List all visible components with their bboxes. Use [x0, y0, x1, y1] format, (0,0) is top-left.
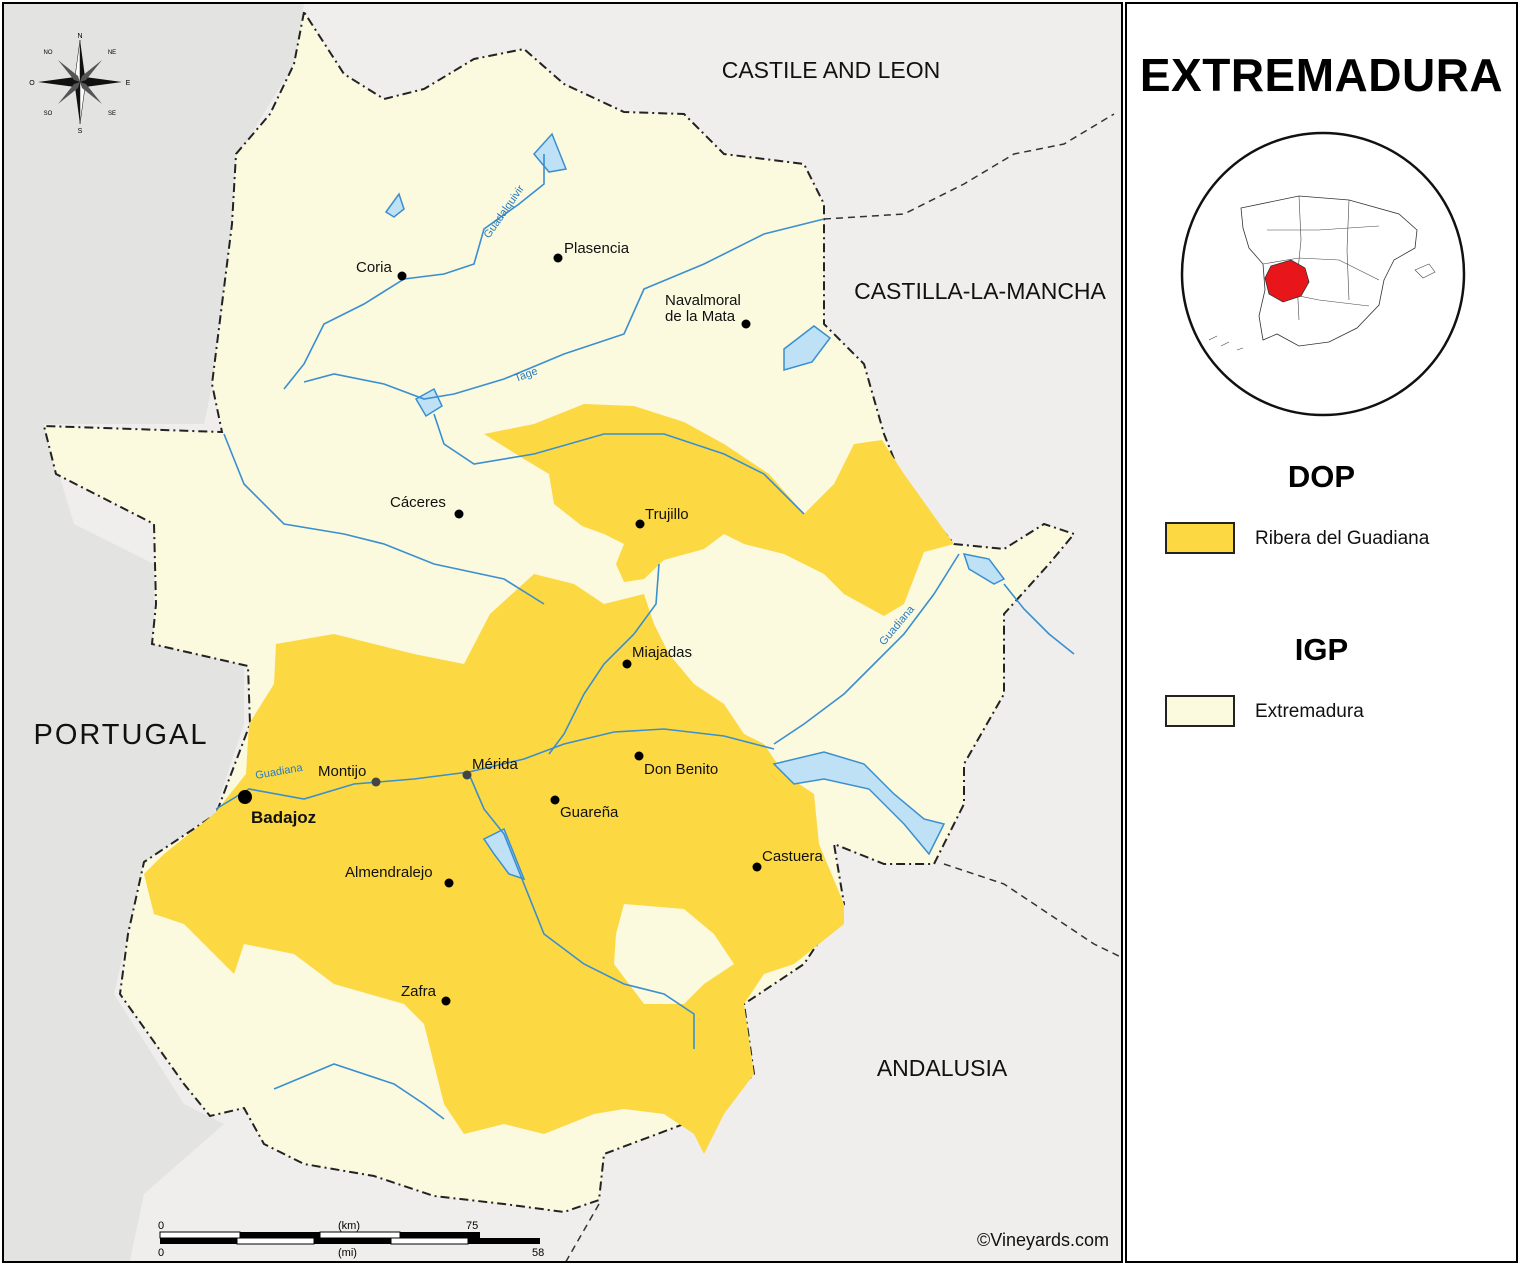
spain-locator-map: [1180, 131, 1466, 417]
reservoir-cijara: [962, 553, 1006, 585]
city-label-trujillo: Trujillo: [645, 506, 689, 523]
reservoir-alcantara: [414, 387, 443, 418]
compass-e: E: [126, 80, 131, 87]
river-guadiana-main: [215, 728, 775, 810]
city-dot-guarena: [550, 795, 560, 805]
city-label-don-benito: Don Benito: [644, 761, 718, 778]
city-label-plasencia: Plasencia: [564, 240, 630, 257]
city-dot-plasencia: [553, 253, 563, 263]
river-southwest: [273, 1063, 445, 1120]
river-north-miajadas: [548, 563, 660, 755]
compass-s: S: [78, 128, 83, 135]
compass-se: SE: [108, 111, 116, 117]
igp-heading: IGP: [1294, 632, 1349, 667]
city-label-navalmoral-1: Navalmoral: [665, 292, 741, 309]
dop-ribera-del-guadiana-area: [144, 404, 954, 1154]
city-dot-montijo: [371, 777, 381, 787]
reservoir-north: [533, 132, 568, 173]
compass-rose: N S E O NE NO SE SO: [29, 33, 130, 135]
scale-mi-start: 0: [158, 1247, 164, 1259]
city-label-merida: Mérida: [472, 756, 519, 773]
river-west: [223, 433, 545, 605]
reservoir-northwest: [384, 192, 405, 218]
rivers: [215, 154, 1075, 1120]
compass-n: N: [77, 33, 82, 40]
scale-km-end: 75: [466, 1220, 478, 1232]
river-zujar: [468, 773, 695, 1049]
compass-so: SO: [44, 111, 53, 117]
reservoir-alange: [482, 827, 526, 881]
city-labels: Coria Plasencia Navalmoral de la Mata Cá…: [251, 240, 824, 1000]
city-dot-caceres: [454, 509, 464, 519]
scale-mi-end: 58: [532, 1247, 544, 1259]
scale-bar: 0 (km) 75 0 (mi) 58: [158, 1220, 544, 1259]
river-guadalquivir: [283, 154, 545, 390]
river-guadiana-upper: [773, 553, 960, 745]
city-dot-coria: [397, 271, 407, 281]
igp-island-southeast: [614, 904, 734, 1004]
border-castile-clm: [823, 113, 1115, 220]
dop-heading: DOP: [1287, 459, 1356, 494]
map-panel: CASTILE AND LEON CASTILLA-LA-MANCHA ANDA…: [2, 2, 1123, 1263]
city-markers: [238, 253, 762, 1006]
region-borders: [565, 113, 1121, 1261]
border-andalusia-west: [565, 1203, 600, 1261]
city-label-badajoz: Badajoz: [251, 808, 316, 827]
map-title: EXTREMADURA: [1139, 49, 1504, 101]
spain-outline: [1240, 195, 1418, 347]
city-dot-navalmoral: [741, 319, 751, 329]
compass-ne: NE: [108, 50, 116, 56]
neighbor-andalusia-label: ANDALUSIA: [877, 1055, 1008, 1081]
city-dot-badajoz: [238, 790, 252, 804]
legend-item-extremadura: Extremadura: [1165, 695, 1505, 731]
scale-km-start: 0: [158, 1220, 164, 1232]
reservoirs: [384, 132, 1006, 881]
neighbor-castile-leon-label: CASTILE AND LEON: [722, 57, 941, 83]
legend-swatch-igp: [1165, 695, 1235, 727]
legend-panel: EXTREMADURA DOP Ribera del Guadiana IGP …: [1125, 2, 1518, 1263]
scale-mi-unit: (mi): [338, 1247, 357, 1259]
city-label-almendralejo: Almendralejo: [345, 864, 433, 881]
reservoir-east: [783, 325, 832, 371]
extremadura-map: CASTILE AND LEON CASTILLA-LA-MANCHA ANDA…: [4, 4, 1121, 1261]
river-cijara-outflow: [1003, 583, 1075, 655]
city-label-montijo: Montijo: [318, 763, 366, 780]
legend-swatch-dop: [1165, 522, 1235, 554]
city-label-zafra: Zafra: [401, 983, 437, 1000]
reservoir-guadiana-east: [772, 751, 946, 856]
copyright-text: ©Vineyards.com: [977, 1230, 1109, 1250]
city-label-navalmoral-2: de la Mata: [665, 308, 736, 325]
city-label-guarena: Guareña: [560, 804, 619, 821]
city-dot-merida: [462, 770, 472, 780]
scale-km-unit: (km): [338, 1220, 360, 1232]
city-dot-castuera: [752, 862, 762, 872]
neighbor-castilla-la-mancha-label: CASTILLA-LA-MANCHA: [854, 278, 1106, 304]
legend-label-igp: Extremadura: [1255, 701, 1364, 722]
city-dot-miajadas: [622, 659, 632, 669]
compass-o: O: [29, 80, 35, 87]
city-label-miajadas: Miajadas: [632, 644, 692, 661]
legend-label-dop: Ribera del Guadiana: [1255, 528, 1430, 549]
legend-item-ribera-del-guadiana: Ribera del Guadiana: [1165, 522, 1505, 558]
border-clm-andalusia: [943, 863, 1121, 958]
river-tage: [303, 218, 825, 400]
compass-no: NO: [44, 50, 53, 56]
extremadura-highlight: [1264, 259, 1310, 303]
city-dot-almendralejo: [444, 878, 454, 888]
city-dot-zafra: [441, 996, 451, 1006]
city-dot-don-benito: [634, 751, 644, 761]
city-label-caceres: Cáceres: [390, 494, 446, 511]
river-tage-south: [433, 413, 805, 515]
city-label-coria: Coria: [356, 259, 393, 276]
city-dot-trujillo: [635, 519, 645, 529]
city-label-castuera: Castuera: [762, 848, 824, 865]
neighbor-portugal-label: PORTUGAL: [33, 719, 208, 751]
